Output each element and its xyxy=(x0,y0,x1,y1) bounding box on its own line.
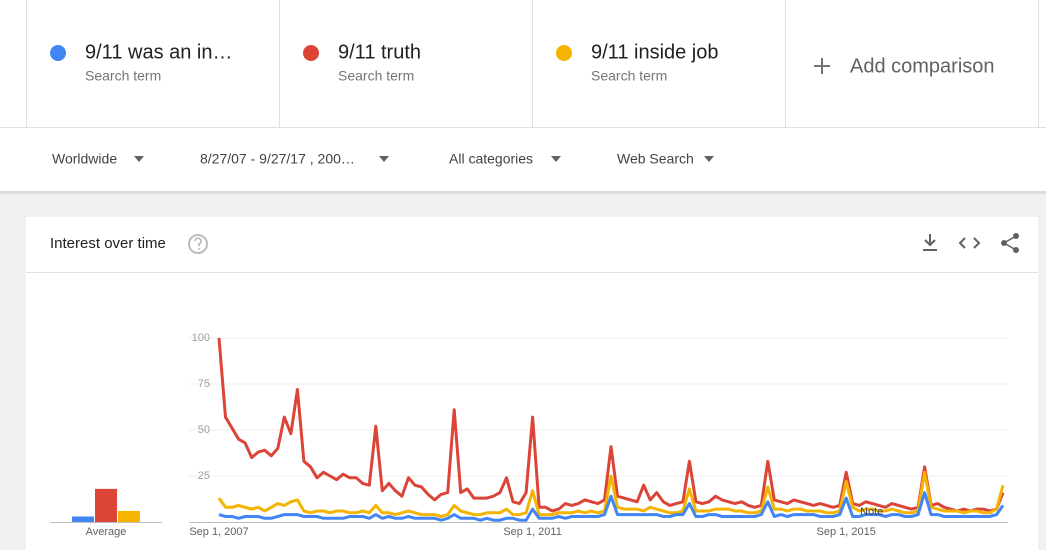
filter-time[interactable]: 8/27/07 - 9/27/17 , 200… xyxy=(200,151,389,167)
y-tick-label: 50 xyxy=(198,424,210,436)
annotation: Note xyxy=(860,506,883,518)
help-icon[interactable] xyxy=(188,234,208,254)
add-comparison[interactable]: Add comparison xyxy=(814,55,995,77)
term-subtitle: Search term xyxy=(338,68,414,84)
download-icon[interactable] xyxy=(923,234,937,251)
filter-label: All categories xyxy=(449,151,533,167)
term-dot xyxy=(303,45,319,61)
dropdown-arrow xyxy=(704,156,714,162)
filter-label: Web Search xyxy=(617,151,694,167)
term-2[interactable]: 9/11 truth Search term xyxy=(303,41,421,84)
filter-property[interactable]: Web Search xyxy=(617,151,714,167)
y-tick-label: 100 xyxy=(192,332,210,344)
series-line xyxy=(217,337,1005,513)
term-dividers xyxy=(26,0,1039,127)
term-subtitle: Search term xyxy=(85,68,161,84)
dropdown-arrow xyxy=(379,156,389,162)
card-title: Interest over time xyxy=(50,235,166,252)
average-bar xyxy=(118,510,140,522)
term-name: 9/11 was an in… xyxy=(85,41,233,63)
plus-icon xyxy=(814,58,830,74)
y-tick-label: 75 xyxy=(198,378,210,390)
dropdown-arrow xyxy=(551,156,561,162)
embed-icon[interactable] xyxy=(958,237,981,249)
share-icon[interactable] xyxy=(1001,233,1019,253)
filter-category[interactable]: All categories xyxy=(449,151,561,167)
term-name: 9/11 inside job xyxy=(591,41,719,63)
filter-geo[interactable]: Worldwide xyxy=(52,151,144,167)
average-bar xyxy=(95,488,117,522)
x-tick-label: Sep 1, 2011 xyxy=(503,526,562,538)
term-1[interactable]: 9/11 was an in… Search term xyxy=(50,41,233,84)
add-comparison-label: Add comparison xyxy=(850,55,995,77)
filter-label: 8/27/07 - 9/27/17 , 200… xyxy=(200,151,355,167)
term-name: 9/11 truth xyxy=(338,41,421,63)
shadow xyxy=(0,191,1046,194)
average-bar xyxy=(72,516,94,522)
term-dot xyxy=(556,45,572,61)
term-3[interactable]: 9/11 inside job Search term xyxy=(556,41,719,84)
term-subtitle: Search term xyxy=(591,68,667,84)
filter-label: Worldwide xyxy=(52,151,117,167)
series-line xyxy=(218,491,1005,522)
x-tick-label: Sep 1, 2007 xyxy=(189,526,248,538)
average-label: Average xyxy=(86,526,127,538)
term-dot xyxy=(50,45,66,61)
plot: 25 50 75 100 Sep 1, 2007 Sep 1, 2011 Sep 1, 20… xyxy=(50,332,1008,538)
dropdown-arrow xyxy=(134,156,144,162)
series-line xyxy=(217,470,1005,518)
header-panel xyxy=(0,0,1046,191)
y-tick-label: 25 xyxy=(198,470,210,482)
x-tick-label: Sep 1, 2015 xyxy=(817,526,876,538)
